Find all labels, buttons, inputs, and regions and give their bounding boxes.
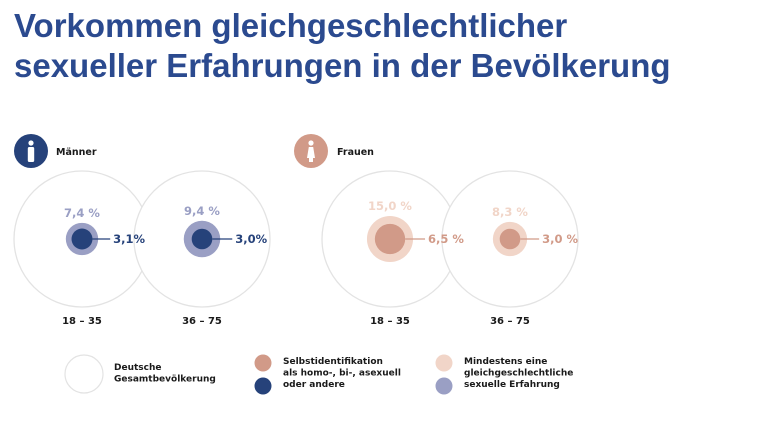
women-1-age-label: 36 – 75 xyxy=(490,316,530,327)
men-1-identification-label: 3,0% xyxy=(235,232,267,246)
men-header-icon-head xyxy=(28,140,34,146)
men-header-icon-body xyxy=(27,147,35,162)
legend-experience-swatch-1 xyxy=(435,377,453,395)
men-1-experience-label: 9,4 % xyxy=(184,204,220,218)
legend-experience-text-line-2: sexuelle Erfahrung xyxy=(464,380,560,390)
chart-title: Vorkommen gleichgeschlechtlicher sexuell… xyxy=(14,6,671,86)
title-line-2: sexueller Erfahrungen in der Bevölkerung xyxy=(14,47,671,84)
women-1-identification-label: 3,0 % xyxy=(542,232,578,246)
women-header-icon-body xyxy=(307,147,315,162)
legend-population-text-line-1: Gesamtbevölkerung xyxy=(114,375,216,385)
women-header-icon-head xyxy=(308,140,314,146)
men-0-experience-label: 7,4 % xyxy=(64,206,100,220)
women-0-identification-bubble xyxy=(374,223,406,255)
legend-population-text-line-0: Deutsche xyxy=(114,363,162,373)
men-0-identification-bubble xyxy=(71,228,93,250)
women-panel-label: Frauen xyxy=(337,147,374,158)
legend-experience-text-line-0: Mindestens eine xyxy=(464,357,547,367)
legend-experience-text-line-1: gleichgeschlechtliche xyxy=(464,369,573,379)
men-0-identification-label: 3,1% xyxy=(113,232,145,246)
men-1-identification-bubble xyxy=(191,228,213,250)
women-1-experience-label: 8,3 % xyxy=(492,205,528,219)
women-0-age-label: 18 – 35 xyxy=(370,316,410,327)
legend-identification-text-line-1: als homo-, bi-, asexuell xyxy=(283,369,401,379)
men-panel-label: Männer xyxy=(56,147,97,158)
women-0-experience-label: 15,0 % xyxy=(368,199,412,213)
women-1-identification-bubble xyxy=(499,228,521,250)
legend-population-swatch-0 xyxy=(64,354,104,394)
title-line-1: Vorkommen gleichgeschlechtlicher xyxy=(14,7,568,44)
legend-identification-swatch-0 xyxy=(254,354,272,372)
women-0-identification-label: 6,5 % xyxy=(428,232,464,246)
legend-identification-swatch-1 xyxy=(254,377,272,395)
legend-experience-swatch-0 xyxy=(435,354,453,372)
men-0-age-label: 18 – 35 xyxy=(62,316,102,327)
men-1-age-label: 36 – 75 xyxy=(182,316,222,327)
legend-identification-text-line-0: Selbstidentifikation xyxy=(283,357,383,367)
legend-identification-text-line-2: oder andere xyxy=(283,380,345,390)
